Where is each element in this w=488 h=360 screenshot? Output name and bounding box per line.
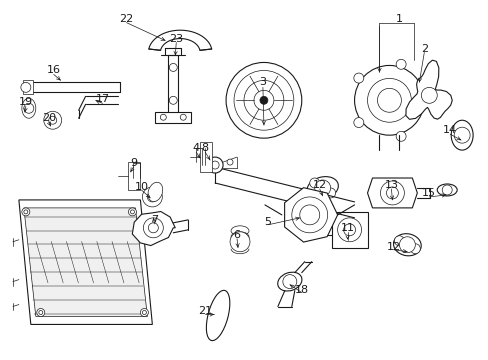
Circle shape [291,197,327,233]
Text: 10: 10 [134,182,148,192]
Circle shape [211,161,219,169]
Text: 23: 23 [169,33,183,44]
Ellipse shape [436,184,456,196]
Circle shape [22,208,30,216]
Circle shape [207,157,223,173]
Ellipse shape [393,234,420,256]
Polygon shape [148,30,211,50]
Text: 19: 19 [19,97,33,107]
Circle shape [21,82,31,92]
Text: 16: 16 [47,66,61,76]
Circle shape [148,223,158,233]
Circle shape [337,218,361,242]
Circle shape [39,310,42,315]
Text: 20: 20 [41,113,56,123]
Ellipse shape [148,182,163,202]
Circle shape [160,114,166,120]
Text: 3: 3 [259,77,266,87]
Polygon shape [367,178,416,208]
Text: 15: 15 [422,188,435,198]
Circle shape [325,188,335,198]
Circle shape [409,244,420,254]
Circle shape [377,88,401,112]
Text: 12: 12 [386,242,400,252]
Ellipse shape [450,120,472,150]
Circle shape [399,237,414,253]
Circle shape [453,127,469,143]
Polygon shape [284,188,337,242]
Circle shape [395,59,406,69]
Circle shape [143,218,163,238]
Text: 9: 9 [130,158,137,168]
Circle shape [140,309,148,316]
Text: 5: 5 [264,217,271,227]
Text: 2: 2 [420,44,427,54]
Circle shape [142,187,162,207]
Circle shape [128,208,136,216]
Polygon shape [168,55,178,115]
Ellipse shape [22,98,36,118]
Ellipse shape [306,177,338,199]
Text: 14: 14 [442,125,456,135]
Circle shape [169,96,177,104]
Bar [23,80,33,94]
Circle shape [180,114,186,120]
Text: 4: 4 [192,143,199,153]
Text: 13: 13 [384,180,398,190]
Text: 11: 11 [340,223,354,233]
Bar [128,162,140,190]
Circle shape [353,73,363,83]
Circle shape [24,103,34,113]
Circle shape [441,185,451,195]
Bar [200,142,212,172]
Circle shape [142,310,146,315]
Circle shape [49,116,57,124]
Ellipse shape [277,272,301,291]
Ellipse shape [206,290,229,341]
Circle shape [343,224,355,236]
Circle shape [229,232,249,252]
Circle shape [380,181,404,205]
Text: 21: 21 [198,306,212,316]
Circle shape [282,275,296,289]
Polygon shape [24,208,147,316]
Circle shape [395,131,406,141]
Text: 6: 6 [233,230,240,240]
Polygon shape [19,200,152,324]
Circle shape [421,87,436,103]
Circle shape [225,62,301,138]
Circle shape [386,187,398,199]
Circle shape [226,159,233,165]
Circle shape [130,210,134,214]
Polygon shape [331,212,367,248]
Text: 22: 22 [119,14,133,24]
Circle shape [169,63,177,71]
Circle shape [354,66,424,135]
Text: 7: 7 [150,215,158,225]
Circle shape [234,71,293,130]
Circle shape [244,80,283,120]
Circle shape [147,192,157,202]
Circle shape [253,90,273,110]
Polygon shape [132,212,175,246]
Circle shape [260,96,267,104]
Circle shape [353,118,363,127]
Polygon shape [405,60,451,119]
Circle shape [299,205,319,225]
Polygon shape [155,112,191,123]
Circle shape [24,210,28,214]
Circle shape [37,309,45,316]
Text: 17: 17 [95,94,109,104]
Circle shape [367,78,410,122]
Circle shape [314,180,330,196]
Text: 18: 18 [294,284,308,294]
Text: 12: 12 [312,180,326,190]
Circle shape [309,178,319,188]
Circle shape [422,95,431,105]
Circle shape [44,111,61,129]
Text: 8: 8 [201,143,208,153]
Text: 1: 1 [395,14,402,24]
Circle shape [394,236,404,246]
